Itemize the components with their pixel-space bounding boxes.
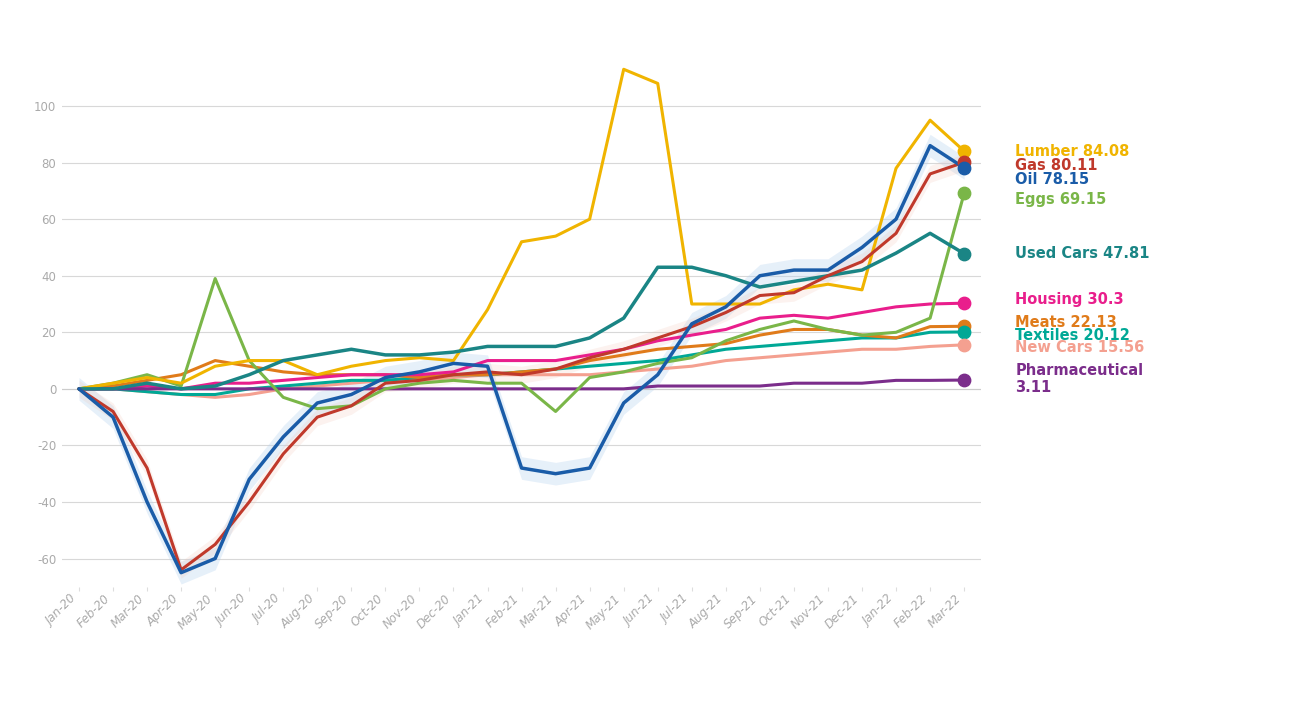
- Text: New Cars 15.56: New Cars 15.56: [1015, 340, 1144, 356]
- Text: Housing 30.3: Housing 30.3: [1015, 292, 1124, 308]
- Point: [954, 187, 975, 199]
- Point: [954, 327, 975, 338]
- Text: Eggs 69.15: Eggs 69.15: [1015, 192, 1106, 207]
- Point: [954, 339, 975, 351]
- Point: [954, 298, 975, 309]
- Text: Meats 22.13: Meats 22.13: [1015, 315, 1117, 330]
- Text: Lumber 84.08: Lumber 84.08: [1015, 144, 1130, 158]
- Text: Gas 80.11: Gas 80.11: [1015, 158, 1097, 173]
- Point: [954, 375, 975, 386]
- Text: Oil 78.15: Oil 78.15: [1015, 172, 1090, 187]
- Point: [954, 157, 975, 168]
- Point: [954, 162, 975, 173]
- Text: Used Cars 47.81: Used Cars 47.81: [1015, 246, 1150, 261]
- Text: Textiles 20.12: Textiles 20.12: [1015, 327, 1130, 343]
- Point: [954, 320, 975, 332]
- Text: Pharmaceutical
3.11: Pharmaceutical 3.11: [1015, 363, 1144, 395]
- Point: [954, 146, 975, 157]
- Point: [954, 248, 975, 259]
